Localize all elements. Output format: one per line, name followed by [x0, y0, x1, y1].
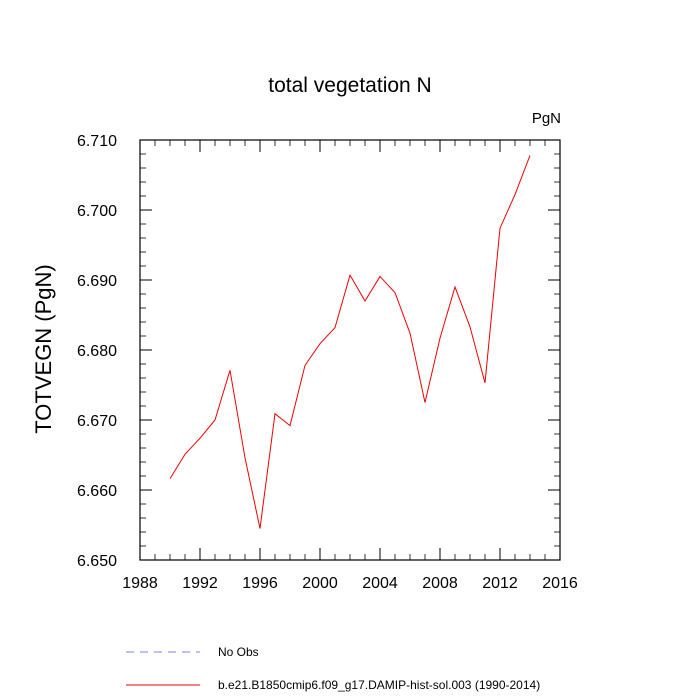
legend-label: No Obs: [218, 645, 259, 659]
legend-label: b.e21.B1850cmip6.f09_g17.DAMIP-hist-sol.…: [218, 678, 540, 692]
y-tick-label: 6.670: [77, 413, 117, 430]
units-label: PgN: [532, 110, 561, 127]
series-line: [169, 155, 531, 529]
x-tick-label: 2004: [362, 575, 398, 592]
x-tick-label: 2016: [542, 575, 578, 592]
x-tick-label: 1996: [242, 575, 278, 592]
y-tick-label: 6.680: [77, 343, 117, 360]
data-series: [169, 155, 531, 529]
y-axis-label: TOTVEGN (PgN): [31, 264, 56, 434]
y-tick-label: 6.700: [77, 203, 117, 220]
x-tick-label: 2008: [422, 575, 458, 592]
y-tick-label: 6.710: [77, 133, 117, 150]
chart-title: total vegetation N: [268, 74, 431, 97]
plot-frame: [139, 139, 561, 561]
tick-labels: 1988 1992 1996 2000 2004 2008 2012 2016 6.650 6.6…: [77, 133, 578, 592]
y-tick-label: 6.660: [77, 483, 117, 500]
axis-ticks: [139, 139, 561, 561]
y-tick-label: 6.650: [77, 553, 117, 570]
x-tick-label: 1988: [122, 575, 158, 592]
x-tick-label: 2000: [302, 575, 338, 592]
x-tick-label: 2012: [482, 575, 518, 592]
y-tick-label: 6.690: [77, 273, 117, 290]
legend: No Obs b.e21.B1850cmip6.f09_g17.DAMIP-his…: [126, 645, 540, 692]
x-tick-label: 1992: [182, 575, 218, 592]
